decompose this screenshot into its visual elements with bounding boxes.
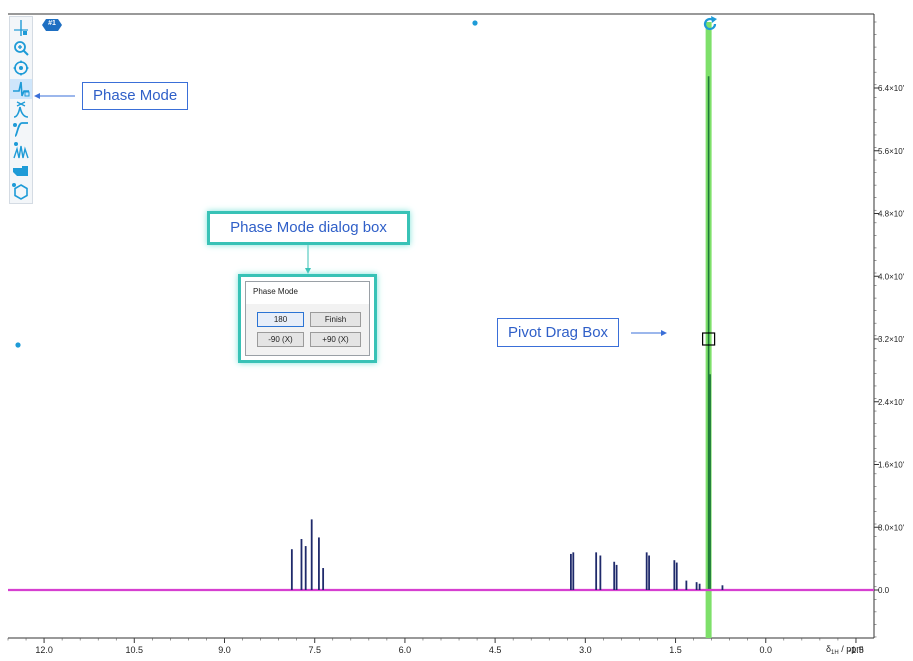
multiplet-icon[interactable] <box>10 140 32 160</box>
y-tick-label: 8.0×10' <box>878 523 905 532</box>
arrow-dialog-head <box>305 268 311 274</box>
top-handle-dot <box>472 20 478 26</box>
hand-pointer-icon[interactable] <box>10 160 32 180</box>
y-tick-label: 6.4×10' <box>878 84 905 93</box>
y-tick-label: 1.6×10' <box>878 461 905 470</box>
spectrum-tag-badge[interactable]: #1 <box>42 18 62 31</box>
spectrum-tag-label: #1 <box>48 20 56 27</box>
tool-toolbar <box>9 16 33 204</box>
y-tick-label: 4.0×10' <box>878 272 905 281</box>
x-tick-label: 1.5 <box>669 645 682 655</box>
pivot-tool-icon[interactable] <box>10 18 32 38</box>
zoom-icon[interactable] <box>10 38 32 58</box>
refresh-icon[interactable] <box>702 16 718 32</box>
y-tick-label: 0.0 <box>878 586 890 595</box>
x-tick-label: 0.0 <box>759 645 772 655</box>
dialog-highlight-frame: Phase Mode 180 Finish -90 (X) +90 (X) <box>238 274 377 363</box>
x-tick-label: 7.5 <box>308 645 321 655</box>
x-tick-label: 6.0 <box>399 645 412 655</box>
peak-pick-icon[interactable] <box>10 99 32 119</box>
x-tick-label: 9.0 <box>218 645 231 655</box>
integrate-icon[interactable] <box>10 119 32 139</box>
button-180[interactable]: 180 <box>257 312 304 327</box>
button-minus-90[interactable]: -90 (X) <box>257 332 304 347</box>
callout-dialog-frame: Phase Mode dialog box <box>207 211 410 245</box>
finish-button[interactable]: Finish <box>310 312 361 327</box>
x-tick-label: -1.5 <box>848 645 864 655</box>
callout-pivot: Pivot Drag Box <box>497 318 620 347</box>
phase-mode-icon[interactable] <box>10 79 32 99</box>
y-tick-label: 5.6×10' <box>878 147 905 156</box>
left-handle-dot <box>15 342 21 348</box>
x-axis-label: δ1H / ppm <box>826 644 864 656</box>
callout-dialog-label: Phase Mode dialog box <box>230 219 387 236</box>
arrow-pivot-head <box>661 330 667 336</box>
x-tick-label: 10.5 <box>126 645 144 655</box>
pivot-drag-box[interactable] <box>702 332 716 346</box>
callout-phase-mode: Phase Mode <box>82 82 189 110</box>
arrow-phase-mode-head <box>34 93 40 99</box>
x-tick-label: 4.5 <box>489 645 502 655</box>
dialog-title: Phase Mode <box>246 282 369 304</box>
y-tick-label: 4.8×10' <box>878 210 905 219</box>
pan-icon[interactable] <box>10 58 32 78</box>
y-tick-label: 2.4×10' <box>878 398 905 407</box>
x-tick-label: 12.0 <box>35 645 53 655</box>
y-tick-label: 3.2×10' <box>878 335 905 344</box>
x-tick-label: 3.0 <box>579 645 592 655</box>
molecule-icon[interactable] <box>10 181 32 201</box>
button-plus-90[interactable]: +90 (X) <box>310 332 361 347</box>
phase-mode-dialog: Phase Mode 180 Finish -90 (X) +90 (X) <box>245 281 370 356</box>
